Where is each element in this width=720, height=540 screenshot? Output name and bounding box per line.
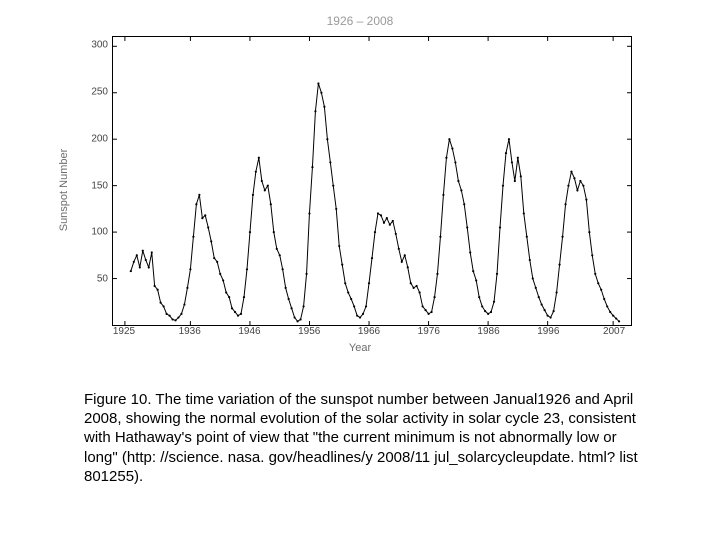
y-tick-label: 50 [97, 274, 112, 285]
x-tick-label: 1966 [358, 326, 380, 337]
x-tick-label: 1936 [179, 326, 201, 337]
x-tick-label: 1946 [238, 326, 260, 337]
x-tick-label: 2007 [603, 326, 625, 337]
y-tick-label: 300 [91, 40, 112, 51]
x-tick-label: 1925 [113, 326, 135, 337]
x-tick-label: 1976 [418, 326, 440, 337]
figure-page: 1926 – 2008 Sunspot Number 50 100 150 200 25… [0, 0, 720, 540]
plot-area [112, 36, 632, 326]
figure-caption: Figure 10. The time variation of the sun… [84, 390, 644, 486]
sunspot-chart: 1926 – 2008 Sunspot Number 5010015020025… [70, 20, 650, 360]
chart-title: 1926 – 2008 [70, 14, 650, 28]
x-tick-label: 1956 [298, 326, 320, 337]
y-tick-label: 150 [91, 180, 112, 191]
y-tick-label: 100 [91, 227, 112, 238]
x-axis-label: Year [70, 342, 650, 354]
y-axis-label: Sunspot Number [58, 149, 70, 232]
y-tick-label: 200 [91, 133, 112, 144]
y-tick-label: 250 [91, 87, 112, 98]
x-tick-label: 1986 [477, 326, 499, 337]
chart-svg [113, 37, 631, 325]
x-tick-label: 1996 [537, 326, 559, 337]
